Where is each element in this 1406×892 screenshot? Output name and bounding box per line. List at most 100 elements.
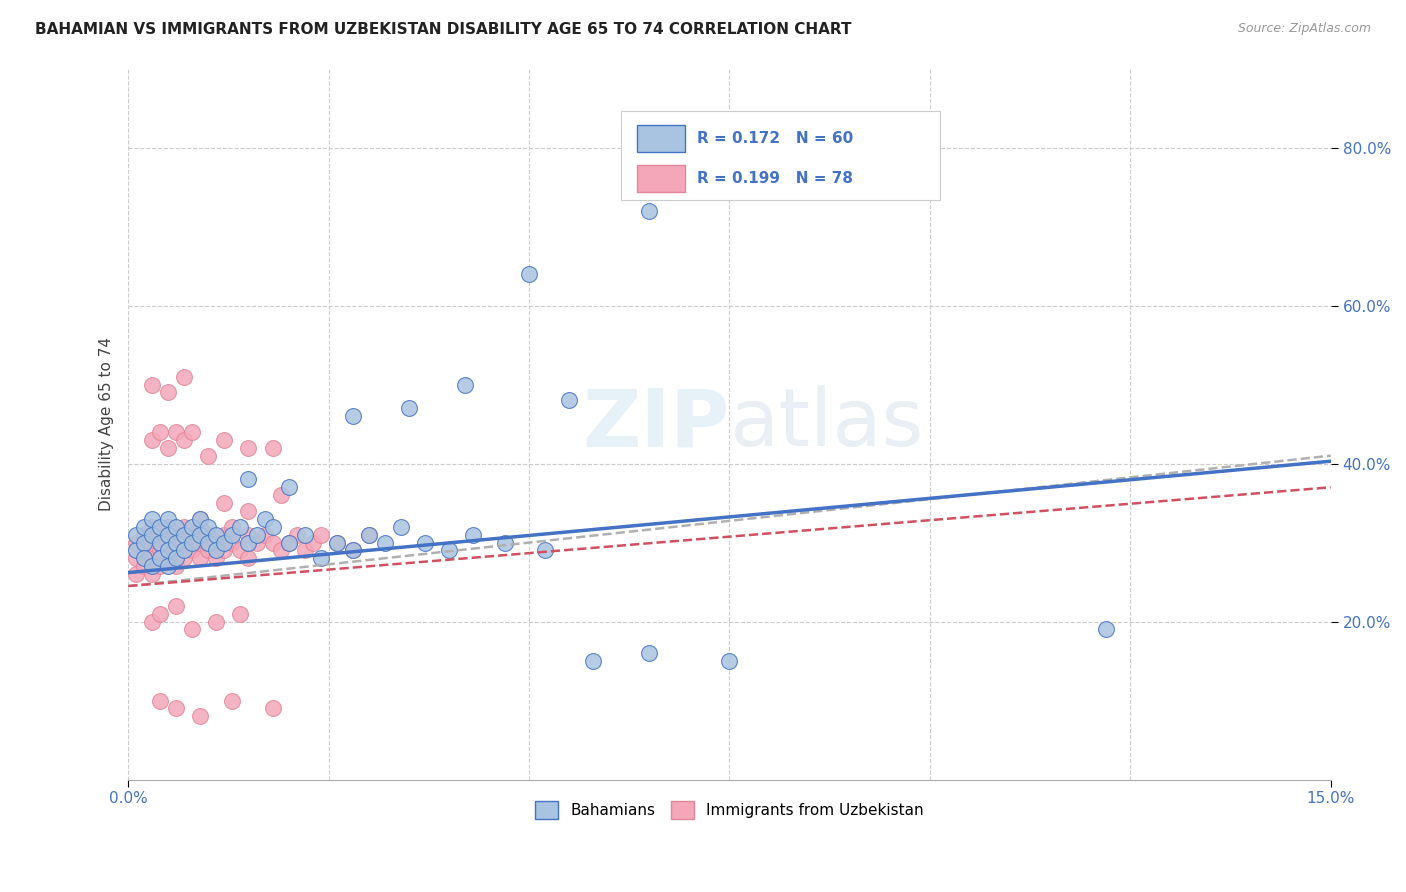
Point (165, 599, 187, 613)
Point (238, 441, 260, 455)
Point (165, 543, 187, 558)
Point (141, 551, 163, 566)
Point (214, 535, 236, 549)
Point (157, 441, 180, 455)
Point (157, 512, 180, 526)
Point (157, 535, 180, 549)
FancyBboxPatch shape (637, 165, 685, 193)
Point (197, 449, 219, 463)
Point (277, 535, 299, 549)
Point (190, 512, 212, 526)
Point (149, 527, 172, 541)
Point (165, 535, 187, 549)
Point (134, 527, 156, 541)
Point (190, 535, 212, 549)
Point (277, 535, 299, 549)
Point (134, 543, 156, 558)
Point (149, 693, 172, 707)
Point (214, 496, 236, 510)
Y-axis label: Disability Age 65 to 74: Disability Age 65 to 74 (100, 337, 114, 511)
Point (638, 646, 661, 660)
Point (181, 520, 204, 534)
Point (181, 623, 204, 637)
Point (197, 543, 219, 558)
Point (190, 709, 212, 723)
Point (238, 527, 260, 541)
Text: R = 0.172   N = 60: R = 0.172 N = 60 (697, 131, 853, 146)
Point (229, 607, 252, 621)
Point (125, 567, 148, 582)
Point (214, 543, 236, 558)
Point (221, 520, 243, 534)
Point (270, 543, 292, 558)
Point (309, 551, 332, 566)
Point (134, 520, 156, 534)
Point (517, 267, 540, 281)
Point (157, 551, 180, 566)
Point (325, 535, 347, 549)
Point (149, 535, 172, 549)
Point (245, 535, 267, 549)
Point (141, 527, 163, 541)
Point (262, 535, 284, 549)
Legend: Bahamians, Immigrants from Uzbekistan: Bahamians, Immigrants from Uzbekistan (529, 795, 929, 825)
Text: Source: ZipAtlas.com: Source: ZipAtlas.com (1237, 22, 1371, 36)
Point (125, 551, 148, 566)
Text: atlas: atlas (730, 385, 924, 463)
Point (270, 488, 292, 502)
Point (181, 527, 204, 541)
Point (165, 559, 187, 574)
Point (157, 559, 180, 574)
Point (149, 607, 172, 621)
Point (437, 543, 460, 558)
Point (134, 559, 156, 574)
Point (342, 543, 364, 558)
Point (277, 480, 299, 494)
Point (173, 433, 195, 447)
Point (173, 520, 195, 534)
Point (638, 203, 661, 218)
Point (253, 512, 276, 526)
Point (141, 512, 163, 526)
Point (173, 527, 195, 541)
Point (205, 527, 228, 541)
Point (357, 527, 380, 541)
Point (197, 520, 219, 534)
Point (1095, 623, 1118, 637)
Point (197, 527, 219, 541)
Point (205, 551, 228, 566)
Point (342, 409, 364, 424)
Point (157, 527, 180, 541)
Point (149, 551, 172, 566)
Point (165, 425, 187, 439)
Point (141, 615, 163, 629)
Point (141, 377, 163, 392)
Point (294, 543, 316, 558)
Point (262, 441, 284, 455)
Point (190, 527, 212, 541)
Point (534, 543, 557, 558)
FancyBboxPatch shape (637, 126, 685, 153)
Point (125, 527, 148, 541)
Point (190, 520, 212, 534)
Point (205, 615, 228, 629)
Point (141, 559, 163, 574)
Point (149, 543, 172, 558)
Point (173, 551, 195, 566)
Point (181, 543, 204, 558)
Point (413, 535, 436, 549)
Point (173, 543, 195, 558)
Point (398, 401, 420, 416)
Point (141, 535, 163, 549)
Point (221, 693, 243, 707)
Point (582, 654, 605, 668)
Point (342, 543, 364, 558)
Point (134, 551, 156, 566)
Point (253, 527, 276, 541)
Point (181, 425, 204, 439)
Point (173, 535, 195, 549)
Point (221, 527, 243, 541)
Point (461, 527, 484, 541)
Point (181, 535, 204, 549)
Point (125, 543, 148, 558)
